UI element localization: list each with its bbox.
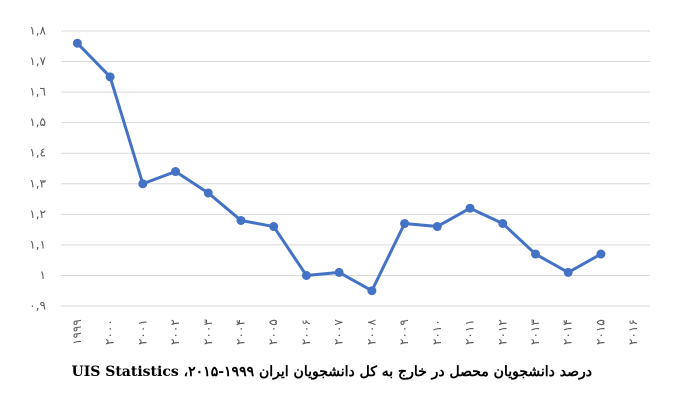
x-tick-label: ۲۰۰۸ bbox=[364, 319, 378, 345]
data-point bbox=[563, 267, 573, 277]
y-tick-label: ۱,۲ bbox=[29, 207, 46, 221]
x-tick-label: ۲۰۱۶ bbox=[626, 319, 640, 345]
y-tick-label: ۱,۸ bbox=[29, 24, 46, 38]
data-point bbox=[530, 249, 540, 259]
data-point bbox=[301, 270, 311, 280]
data-point bbox=[72, 38, 82, 48]
x-tick-label: ۲۰۱۳ bbox=[528, 319, 542, 345]
data-point bbox=[269, 222, 279, 232]
x-tick-label: ۲۰۰۷ bbox=[332, 319, 346, 345]
y-tick-label: ۱,٦ bbox=[29, 85, 46, 99]
x-tick-label: ۲۰۱۰ bbox=[430, 319, 444, 345]
data-point bbox=[138, 179, 148, 189]
x-tick-label: ۲۰۰۳ bbox=[201, 319, 215, 345]
x-tick-label: ۲۰۱۴ bbox=[561, 319, 575, 345]
data-point bbox=[105, 72, 115, 82]
y-tick-label: ۱,۱ bbox=[29, 237, 46, 251]
data-point bbox=[400, 219, 410, 228]
y-tick-label: ۱ bbox=[40, 268, 46, 282]
y-tick-label: ۱,۳ bbox=[29, 176, 46, 190]
y-tick-label: ۱,٤ bbox=[29, 146, 46, 160]
y-tick-label: ۱,۵ bbox=[29, 115, 46, 129]
x-tick-label: ۲۰۱۵ bbox=[593, 319, 607, 345]
data-point bbox=[465, 203, 475, 213]
data-point bbox=[498, 219, 508, 228]
chart-title: درصد دانشجویان محصل در خارج به کل دانشجو… bbox=[71, 364, 592, 380]
x-tick-label: ۲۰۱۲ bbox=[495, 319, 509, 345]
data-point bbox=[596, 249, 606, 259]
x-tick-label: ۲۰۰۲ bbox=[168, 319, 182, 345]
data-point bbox=[334, 267, 344, 277]
x-tick-label: ۲۰۰۶ bbox=[299, 319, 313, 345]
data-point bbox=[171, 167, 181, 177]
x-tick-label: ۲۰۰۴ bbox=[233, 319, 247, 345]
x-tick-label: ۱۹۹۹ bbox=[70, 319, 84, 345]
x-tick-label: ۲۰۰۰ bbox=[103, 319, 117, 345]
data-point bbox=[203, 188, 213, 198]
x-tick-label: ۲۰۰۵ bbox=[266, 319, 280, 345]
y-tick-label: ۱,۷ bbox=[29, 54, 46, 68]
data-point bbox=[367, 286, 377, 296]
y-tick-label: ۰,۹ bbox=[29, 299, 46, 313]
data-line bbox=[76, 42, 602, 293]
x-tick-label: ۲۰۱۱ bbox=[463, 319, 477, 345]
x-tick-label: ۲۰۰۱ bbox=[135, 319, 149, 345]
x-tick-label: ۲۰۰۹ bbox=[397, 319, 411, 345]
data-point bbox=[432, 222, 442, 232]
data-point bbox=[236, 215, 246, 225]
